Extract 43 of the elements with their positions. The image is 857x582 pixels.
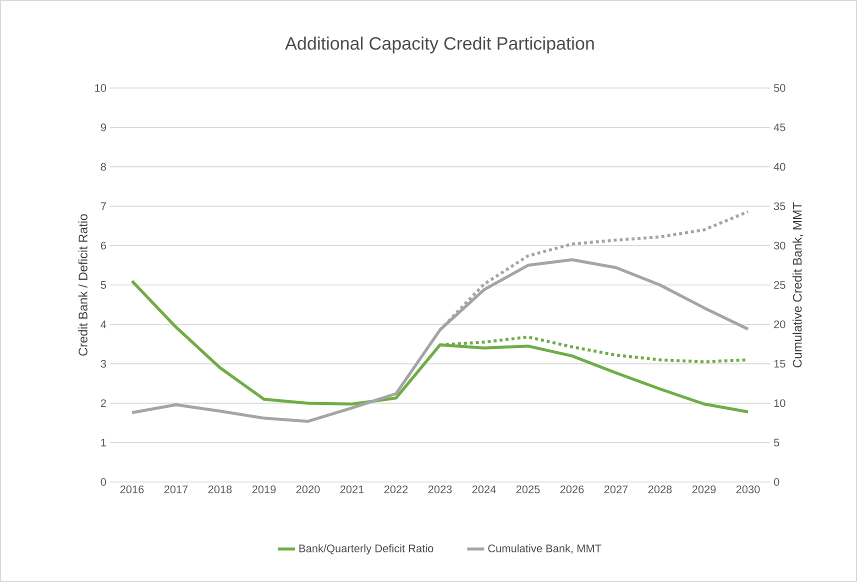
y-tick-label: 7 [100, 202, 106, 210]
y2-tick-label: 40 [774, 162, 786, 171]
chart-title: Additional Capacity Credit Participation [285, 36, 594, 54]
x-tick-label: 2022 [384, 486, 408, 494]
x-tick-label: 2020 [296, 486, 320, 494]
y-tick-label: 10 [95, 84, 106, 92]
y2-tick-label: 45 [774, 124, 786, 132]
y2-tick-label: 25 [774, 281, 786, 289]
y2-tick-label: 5 [774, 438, 780, 446]
legend-label: Cumulative Bank, MMT [488, 544, 602, 554]
y-tick-label: 9 [100, 124, 106, 132]
x-tick-label: 2027 [604, 486, 628, 494]
y-tick-label: 3 [100, 360, 106, 368]
y-axis-title: Credit Bank / Deficit Ratio [78, 214, 88, 356]
y-tick-label: 4 [100, 320, 106, 328]
y-tick-label: 5 [100, 281, 106, 289]
x-tick-label: 2017 [164, 486, 188, 494]
x-tick-label: 2024 [472, 486, 496, 494]
y2-tick-label: 15 [774, 360, 786, 368]
x-tick-label: 2026 [560, 486, 584, 494]
y2-tick-label: 30 [774, 242, 786, 250]
y-tick-label: 8 [100, 162, 106, 171]
legend-label: Bank/Quarterly Deficit Ratio [299, 544, 434, 554]
y2-tick-label: 10 [774, 399, 786, 408]
x-tick-label: 2025 [516, 486, 540, 494]
y2-tick-label: 35 [774, 202, 786, 210]
x-tick-label: 2028 [648, 486, 672, 494]
y2-tick-label: 50 [774, 84, 786, 92]
x-tick-label: 2030 [736, 486, 760, 494]
x-tick-label: 2018 [208, 486, 232, 494]
x-tick-label: 2029 [692, 486, 716, 494]
y-tick-label: 2 [100, 399, 106, 408]
x-tick-label: 2016 [120, 486, 144, 494]
x-tick-label: 2019 [252, 486, 276, 494]
x-tick-label: 2021 [340, 486, 364, 494]
y2-tick-label: 20 [774, 320, 786, 328]
y2-tick-label: 0 [774, 478, 780, 486]
y-tick-label: 0 [100, 478, 106, 486]
x-tick-label: 2023 [428, 486, 452, 494]
y-tick-label: 1 [101, 438, 106, 446]
y-tick-label: 6 [100, 242, 106, 250]
y2-axis-title: Cumulative Credit Bank, MMT [792, 202, 804, 368]
line-series [130, 280, 750, 414]
